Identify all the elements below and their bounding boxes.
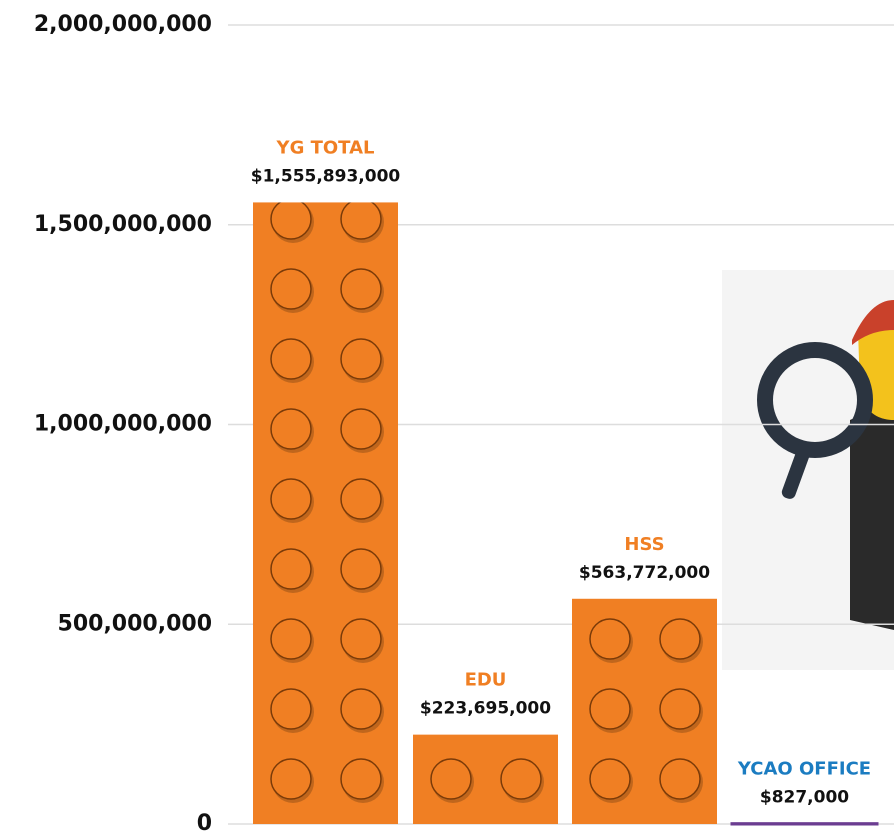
category-label: HSS <box>624 534 664 555</box>
minifigure <box>722 270 894 670</box>
value-label: $223,695,000 <box>420 699 551 719</box>
category-label: YCAO OFFICE <box>737 759 871 780</box>
y-tick-label: 1,000,000,000 <box>34 412 212 437</box>
bar <box>253 202 398 824</box>
y-tick-label: 0 <box>197 811 212 835</box>
y-tick-label: 2,000,000,000 <box>34 12 212 37</box>
y-tick-label: 1,500,000,000 <box>34 212 212 237</box>
value-label: $563,772,000 <box>579 563 710 583</box>
bar <box>413 734 558 824</box>
value-label: $1,555,893,000 <box>251 166 401 186</box>
value-label: $827,000 <box>760 788 849 808</box>
category-label: YG TOTAL <box>276 137 375 158</box>
y-tick-label: 500,000,000 <box>58 611 212 636</box>
bar <box>572 598 717 824</box>
category-label: EDU <box>465 670 507 691</box>
